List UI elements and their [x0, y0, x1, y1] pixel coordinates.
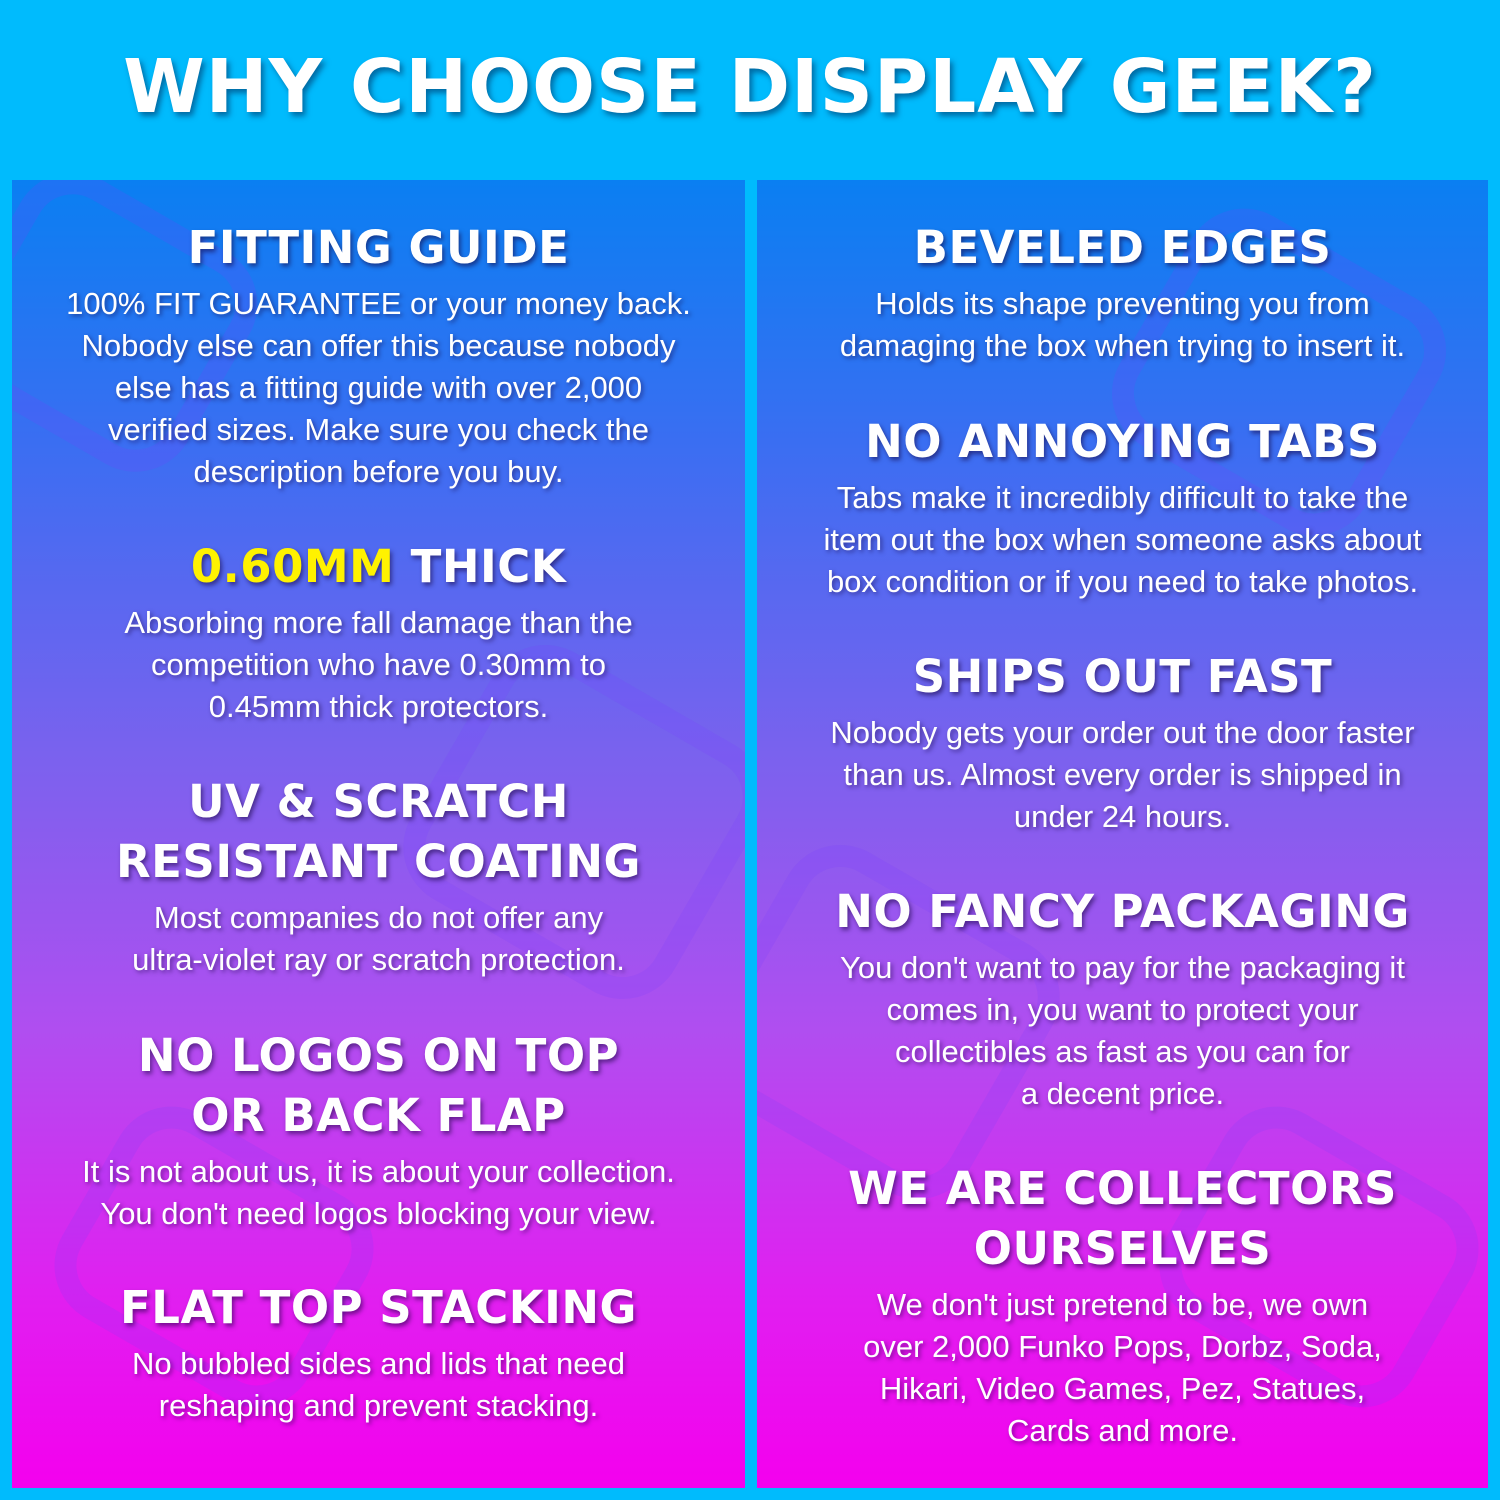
feature-heading: WE ARE COLLECTORS	[757, 1159, 1488, 1219]
left-feature-panel: FITTING GUIDE 100% FIT GUARANTEE or your …	[12, 180, 745, 1488]
feature-description: We don't just pretend to be, we own over …	[757, 1284, 1488, 1452]
feature-heading: NO ANNOYING TABS	[757, 412, 1488, 472]
description-line: Nobody gets your order out the door fast…	[830, 715, 1415, 750]
description-line: Absorbing more fall damage than the	[124, 605, 633, 640]
description-line: Most companies do not offer any	[153, 900, 604, 935]
heading-text: OR BACK FLAP	[191, 1089, 566, 1142]
heading-text: WE ARE COLLECTORS	[848, 1162, 1397, 1215]
description-line: Tabs make it incredibly difficult to tak…	[836, 480, 1409, 515]
description-line: competition who have 0.30mm to	[151, 647, 606, 682]
feature-heading: SHIPS OUT FAST	[757, 647, 1488, 707]
feature-section: SHIPS OUT FAST Nobody gets your order out…	[757, 647, 1488, 838]
description-line: You don't need logos blocking your view.	[100, 1196, 657, 1231]
feature-heading: OURSELVES	[757, 1219, 1488, 1279]
description-line: collectibles as fast as you can for	[895, 1034, 1350, 1069]
feature-description: Tabs make it incredibly difficult to tak…	[757, 477, 1488, 603]
description-line: than us. Almost every order is shipped i…	[843, 757, 1402, 792]
feature-heading: FITTING GUIDE	[12, 218, 745, 278]
description-line: over 2,000 Funko Pops, Dorbz, Soda,	[863, 1329, 1382, 1364]
description-line: item out the box when someone asks about	[823, 522, 1422, 557]
description-line: You don't want to pay for the packaging …	[840, 950, 1405, 985]
feature-description: 100% FIT GUARANTEE or your money back. No…	[12, 283, 745, 493]
description-line: box condition or if you need to take pho…	[826, 564, 1419, 599]
feature-heading: UV & SCRATCH	[12, 772, 745, 832]
description-line: ultra-violet ray or scratch protection.	[132, 942, 625, 977]
heading-text: FITTING GUIDE	[187, 221, 570, 274]
feature-heading: NO LOGOS ON TOP	[12, 1026, 745, 1086]
feature-section: NO LOGOS ON TOP OR BACK FLAP It is not abo…	[12, 1026, 745, 1235]
feature-section: BEVELED EDGES Holds its shape preventing …	[757, 218, 1488, 367]
description-line: reshaping and prevent stacking.	[158, 1388, 599, 1423]
feature-description: Most companies do not offer any ultra-vio…	[12, 897, 745, 981]
feature-heading: 0.60MM THICK	[12, 537, 745, 597]
description-line: Holds its shape preventing you from	[875, 286, 1370, 321]
feature-description: Holds its shape preventing you from damag…	[757, 283, 1488, 367]
feature-description: Absorbing more fall damage than the compe…	[12, 602, 745, 728]
heading-text: RESISTANT COATING	[116, 835, 641, 888]
feature-section: 0.60MM THICK Absorbing more fall damage t…	[12, 537, 745, 728]
description-line: Cards and more.	[1007, 1413, 1238, 1448]
feature-section: NO ANNOYING TABS Tabs make it incredibly …	[757, 412, 1488, 603]
description-line: It is not about us, it is about your col…	[82, 1154, 675, 1189]
description-line: a decent price.	[1020, 1076, 1225, 1111]
description-line: Nobody else can offer this because nobod…	[81, 328, 676, 363]
description-line: No bubbled sides and lids that need	[132, 1346, 625, 1381]
feature-section: WE ARE COLLECTORS OURSELVES We don't just …	[757, 1159, 1488, 1452]
description-line: 0.45mm thick protectors.	[208, 689, 549, 724]
description-line: verified sizes. Make sure you check the	[107, 412, 650, 447]
heading-text: NO FANCY PACKAGING	[835, 885, 1410, 938]
description-line: We don't just pretend to be, we own	[876, 1287, 1369, 1322]
feature-section: FLAT TOP STACKING No bubbled sides and li…	[12, 1278, 745, 1427]
feature-heading: NO FANCY PACKAGING	[757, 882, 1488, 942]
heading-text: SHIPS OUT FAST	[912, 650, 1333, 703]
feature-heading: BEVELED EDGES	[757, 218, 1488, 278]
page-title: WHY CHOOSE DISPLAY GEEK?	[123, 44, 1377, 130]
feature-section: FITTING GUIDE 100% FIT GUARANTEE or your …	[12, 218, 745, 493]
description-line: 100% FIT GUARANTEE or your money back.	[66, 286, 691, 321]
heading-text: THICK	[410, 540, 567, 593]
description-line: damaging the box when trying to insert i…	[839, 328, 1406, 363]
heading-text: FLAT TOP STACKING	[120, 1281, 637, 1334]
feature-section: NO FANCY PACKAGING You don't want to pay …	[757, 882, 1488, 1115]
description-line: under 24 hours.	[1013, 799, 1232, 834]
heading-text: NO LOGOS ON TOP	[137, 1029, 620, 1082]
heading-text: NO ANNOYING TABS	[865, 415, 1380, 468]
heading-text: OURSELVES	[973, 1222, 1272, 1275]
heading-text: BEVELED EDGES	[913, 221, 1332, 274]
feature-description: It is not about us, it is about your col…	[12, 1151, 745, 1235]
description-line: else has a fitting guide with over 2,000	[114, 370, 643, 405]
right-feature-panel: BEVELED EDGES Holds its shape preventing …	[757, 180, 1488, 1488]
feature-section: UV & SCRATCH RESISTANT COATING Most compan…	[12, 772, 745, 981]
feature-heading: OR BACK FLAP	[12, 1086, 745, 1146]
feature-heading: FLAT TOP STACKING	[12, 1278, 745, 1338]
feature-description: You don't want to pay for the packaging …	[757, 947, 1488, 1115]
heading-text: UV & SCRATCH	[188, 775, 569, 828]
description-line: comes in, you want to protect your	[886, 992, 1359, 1027]
description-line: description before you buy.	[193, 454, 564, 489]
feature-description: No bubbled sides and lids that need resha…	[12, 1343, 745, 1427]
feature-heading: RESISTANT COATING	[12, 832, 745, 892]
heading-highlight: 0.60MM	[190, 540, 395, 593]
description-line: Hikari, Video Games, Pez, Statues,	[879, 1371, 1366, 1406]
feature-description: Nobody gets your order out the door fast…	[757, 712, 1488, 838]
